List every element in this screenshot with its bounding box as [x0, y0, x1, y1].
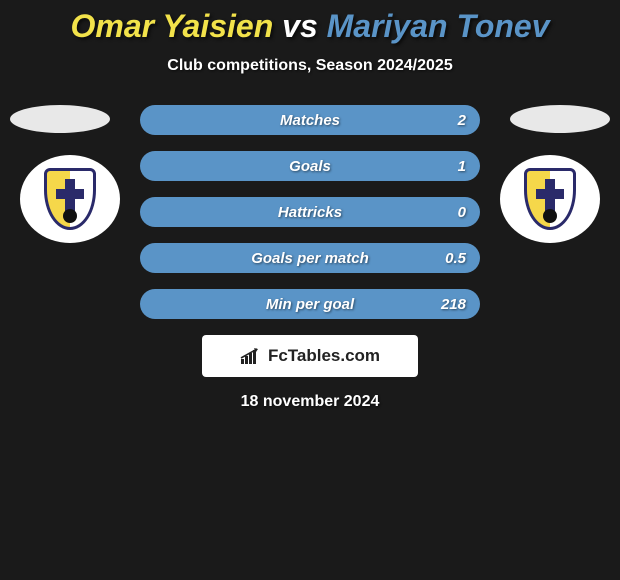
source-logo: FcTables.com: [202, 335, 418, 377]
stat-row-hattricks: Hattricks 0: [140, 197, 480, 227]
stats-area: Matches 2 Goals 1 Hattricks 0 Goals per …: [0, 105, 620, 411]
player1-name: Omar Yaisien: [70, 8, 273, 44]
stat-label: Matches: [280, 112, 340, 129]
player2-name: Mariyan Tonev: [327, 8, 550, 44]
stat-value-right: 0.5: [445, 250, 466, 267]
page-title: Omar Yaisien vs Mariyan Tonev: [0, 8, 620, 45]
comparison-card: Omar Yaisien vs Mariyan Tonev Club compe…: [0, 0, 620, 411]
stat-label: Min per goal: [266, 296, 354, 313]
bar-chart-icon: [240, 347, 262, 365]
stat-value-right: 218: [441, 296, 466, 313]
stat-row-goals: Goals 1: [140, 151, 480, 181]
vs-text: vs: [282, 8, 318, 44]
stat-label: Goals per match: [251, 250, 369, 267]
player2-club-crest: [500, 155, 600, 243]
crest-icon: [44, 168, 96, 230]
date-text: 18 november 2024: [0, 393, 620, 411]
player2-ellipse: [510, 105, 610, 133]
player1-club-crest: [20, 155, 120, 243]
stat-label: Goals: [289, 158, 331, 175]
stat-value-right: 0: [458, 204, 466, 221]
subtitle: Club competitions, Season 2024/2025: [0, 57, 620, 75]
stat-row-min-per-goal: Min per goal 218: [140, 289, 480, 319]
crest-icon: [524, 168, 576, 230]
source-logo-text: FcTables.com: [268, 346, 380, 366]
stat-label: Hattricks: [278, 204, 342, 221]
stat-row-goals-per-match: Goals per match 0.5: [140, 243, 480, 273]
stat-value-right: 1: [458, 158, 466, 175]
stat-value-right: 2: [458, 112, 466, 129]
player1-ellipse: [10, 105, 110, 133]
stat-row-matches: Matches 2: [140, 105, 480, 135]
